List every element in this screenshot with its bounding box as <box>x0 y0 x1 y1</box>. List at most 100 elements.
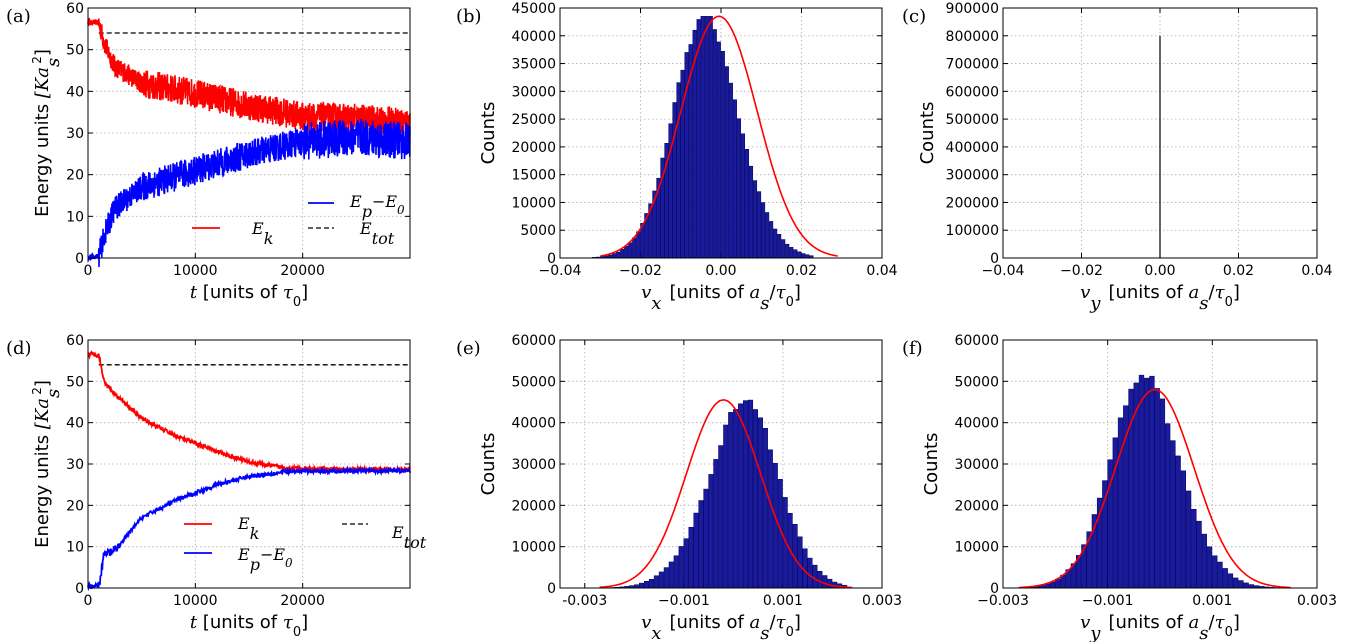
histogram-bar <box>732 99 737 259</box>
histogram-bar <box>757 417 763 589</box>
x-tick-label: −0.02 <box>619 263 662 279</box>
series-ek-line <box>87 17 411 137</box>
histogram-bar <box>1154 388 1160 589</box>
histogram-bar <box>668 561 674 589</box>
histogram-bar <box>620 249 625 259</box>
y-tick-label: 45000 <box>511 1 556 17</box>
y-tick-label: 10000 <box>511 195 556 211</box>
x-tick-label: 10000 <box>173 593 218 609</box>
histogram-bar <box>1191 508 1197 589</box>
x-tick-label: 0 <box>84 593 93 609</box>
histogram-bar <box>1217 561 1223 589</box>
histogram-bar <box>1170 440 1176 589</box>
histogram-bar <box>724 66 729 259</box>
gaussian-fit-line <box>1018 388 1291 589</box>
histogram-bar <box>822 575 828 589</box>
y-tick-label: 40000 <box>511 29 556 45</box>
panel-f: −0.003 −0.001 0.001 0.003 0 10000 20000 30000 40… <box>921 333 1337 642</box>
x-tick-label: 0.04 <box>1301 263 1332 279</box>
x-tick-label: 0.00 <box>1144 263 1175 279</box>
y-tick-label: 500000 <box>946 112 999 128</box>
y-tick-label: 0 <box>75 581 84 597</box>
panel-label-d: (d) <box>6 338 32 359</box>
histogram-bar <box>1227 573 1234 589</box>
histogram-bar <box>1233 577 1239 589</box>
histogram-bar <box>1206 546 1213 589</box>
histogram-bar <box>789 247 794 259</box>
legend-ek-label: Ek <box>237 514 259 543</box>
histogram-bar <box>1117 417 1124 589</box>
y-axis-label: Counts <box>917 102 938 165</box>
x-tick-label: −0.02 <box>1060 263 1103 279</box>
histogram-bar <box>676 82 681 259</box>
panel-label-a: (a) <box>6 6 31 27</box>
series-ek-line <box>87 350 411 475</box>
y-tick-label: 50 <box>66 374 84 390</box>
y-tick-label: 15000 <box>511 168 556 184</box>
y-tick-label: 60000 <box>511 333 556 349</box>
histogram-bar <box>704 16 709 259</box>
histogram-bar <box>748 165 754 259</box>
histogram-bar <box>762 428 768 589</box>
series-ep-line <box>87 118 411 268</box>
histogram-bar <box>761 202 766 259</box>
histogram-bar <box>728 82 733 259</box>
y-tick-label: 10000 <box>511 540 556 556</box>
x-tick-label: 10000 <box>173 263 218 279</box>
x-tick-label: 0.001 <box>1192 593 1232 609</box>
y-tick-label: 30000 <box>954 457 999 473</box>
histogram-bar <box>1112 437 1118 589</box>
histogram-bar <box>678 546 684 589</box>
y-tick-label: 20000 <box>511 498 556 514</box>
histogram-bar <box>718 445 724 589</box>
histogram-bar <box>740 133 746 259</box>
y-axis-label: Counts <box>478 433 499 496</box>
panel-b: −0.04 −0.02 0.00 0.02 0.04 0 5000 10000 15000 200… <box>478 1 898 314</box>
plot-frame <box>559 339 883 589</box>
histogram-bar <box>612 253 617 259</box>
y-tick-label: 400000 <box>946 140 999 156</box>
histogram-bar <box>683 538 689 589</box>
x-axis-label: vy [units of as/τ0] <box>1080 612 1240 642</box>
histogram-bar <box>723 424 729 589</box>
histogram-bar <box>700 16 705 259</box>
histogram-bar <box>1212 555 1218 589</box>
histogram-bar <box>793 249 798 259</box>
plot-frame <box>87 7 411 259</box>
y-tick-label: 800000 <box>946 29 999 45</box>
y-tick-label: 0 <box>990 581 999 597</box>
y-axis-label: Energy units [Kas2] <box>30 380 64 548</box>
y-tick-label: 40 <box>66 84 84 100</box>
panel-label-b: (b) <box>456 6 482 27</box>
y-tick-label: 40000 <box>954 416 999 432</box>
histogram-bar <box>1149 375 1155 589</box>
histogram-bar <box>1201 533 1207 589</box>
x-tick-label: −0.04 <box>539 263 582 279</box>
y-tick-label: 200000 <box>946 195 999 211</box>
histogram-bar <box>752 409 759 589</box>
panel-e: -0.003 −0.001 0.001 0.003 0 10000 20000 30000 40… <box>478 333 902 642</box>
histogram-bar <box>1164 423 1171 589</box>
histogram-bar <box>785 243 790 259</box>
legend-etot-label: Etot <box>391 523 427 552</box>
histogram-bar <box>616 251 621 259</box>
x-tick-label: 0 <box>84 263 93 279</box>
histogram-bar <box>713 459 719 589</box>
histogram-bar <box>736 118 741 259</box>
histogram-bar <box>673 555 679 589</box>
plot-frame <box>559 7 883 259</box>
x-tick-label: 0.02 <box>786 263 817 279</box>
histogram-bar <box>696 19 701 259</box>
histogram-bar <box>1196 520 1202 589</box>
y-tick-label: 5000 <box>520 223 556 239</box>
x-axis-label: vx [units of as/τ0] <box>641 612 801 642</box>
x-axis-label: t [units of τ0] <box>190 282 308 310</box>
legend-ep-label: Ep−E0 <box>349 192 405 221</box>
histogram-bar <box>648 579 654 589</box>
histogram-bar <box>703 488 709 589</box>
histogram-bar <box>797 251 802 259</box>
histogram-bar <box>733 409 739 589</box>
histogram-bar <box>708 16 713 259</box>
histogram-bar <box>817 571 823 589</box>
